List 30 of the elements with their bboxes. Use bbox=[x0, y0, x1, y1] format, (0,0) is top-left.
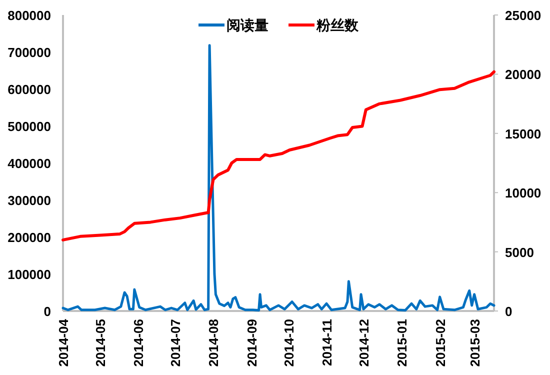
y-tick-label: 500000 bbox=[8, 119, 51, 134]
y-tick-label: 300000 bbox=[8, 193, 51, 208]
y2-tick-label: 25000 bbox=[505, 8, 542, 23]
x-tick-label: 2015-03 bbox=[467, 319, 482, 367]
y-tick-label: 0 bbox=[44, 304, 51, 319]
y2-tick-label: 0 bbox=[505, 304, 512, 319]
x-tick-label: 2014-10 bbox=[281, 319, 296, 367]
x-tick-label: 2014-11 bbox=[320, 319, 335, 366]
y-tick-label: 200000 bbox=[8, 230, 51, 245]
x-tick-label: 2014-05 bbox=[92, 319, 108, 367]
legend-label: 阅读量 bbox=[226, 17, 268, 33]
y-tick-label: 600000 bbox=[8, 82, 51, 97]
y-tick-label: 100000 bbox=[8, 267, 51, 282]
x-tick-label: 2014-07 bbox=[168, 319, 184, 367]
x-tick-label: 2014-08 bbox=[206, 319, 222, 367]
x-tick-label: 2014-06 bbox=[131, 319, 146, 367]
x-tick-label: 2014-12 bbox=[356, 319, 372, 367]
line-series bbox=[62, 70, 496, 242]
x-tick-label: 2015-02 bbox=[432, 319, 448, 367]
y2-tick-label: 15000 bbox=[505, 126, 542, 142]
x-tick-label: 2015-01 bbox=[394, 319, 410, 367]
x-tick-label: 2014-04 bbox=[56, 318, 71, 367]
y-tick-label: 700000 bbox=[8, 45, 51, 60]
legend-label: 粉丝数 bbox=[316, 17, 360, 33]
y-tick-label: 800000 bbox=[8, 8, 51, 23]
y2-tick-label: 5000 bbox=[505, 244, 534, 260]
y2-tick-label: 20000 bbox=[505, 67, 542, 82]
x-tick-label: 2014-09 bbox=[244, 319, 260, 367]
y-tick-label: 400000 bbox=[8, 156, 51, 171]
y2-tick-label: 10000 bbox=[505, 186, 542, 201]
